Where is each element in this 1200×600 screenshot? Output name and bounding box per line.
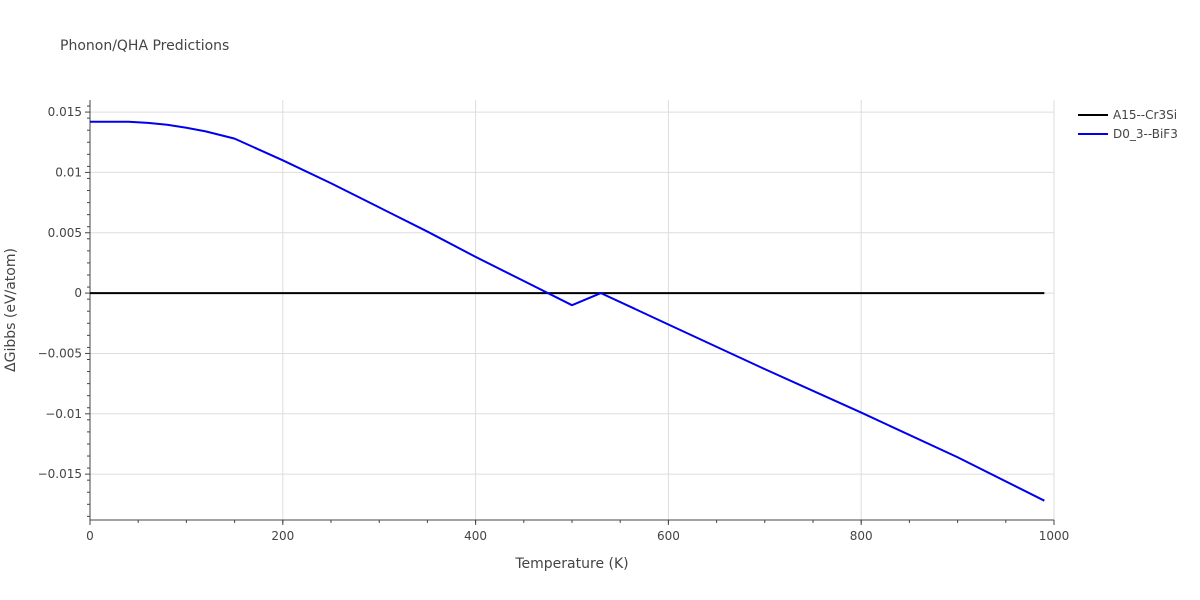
x-tick-label: 600: [657, 529, 680, 543]
y-tick-label: 0.015: [48, 105, 82, 119]
x-tick-label: 200: [271, 529, 294, 543]
grid: [90, 100, 1055, 520]
x-tick-label: 1000: [1039, 529, 1070, 543]
legend-label: A15--Cr3Si: [1113, 108, 1177, 122]
y-tick-label: −0.01: [45, 407, 82, 421]
x-tick-label: 400: [464, 529, 487, 543]
series-line-1: [90, 120, 1045, 502]
chart-title: Phonon/QHA Predictions: [60, 38, 229, 54]
legend-label: D0_3--BiF3: [1113, 127, 1178, 141]
y-tick-label: 0.005: [48, 226, 82, 240]
legend: A15--Cr3Si D0_3--BiF3: [1078, 108, 1178, 141]
x-tick-label: 0: [86, 529, 94, 543]
y-tick-label: −0.015: [38, 467, 82, 481]
x-tick-label: 800: [850, 529, 873, 543]
y-tick-label: 0.01: [55, 165, 82, 179]
x-axis: 0 200 400 600 800 1000: [86, 519, 1070, 543]
x-axis-label: Temperature (K): [514, 556, 628, 572]
y-tick-label: 0: [74, 286, 82, 300]
y-tick-label: −0.005: [38, 346, 82, 360]
y-axis-label: ΔGibbs (eV/atom): [3, 248, 19, 372]
y-axis: 0.015 0.01 0.005 0 −0.005 −0.01 −0.015: [38, 100, 91, 520]
series-layer: [90, 120, 1045, 502]
